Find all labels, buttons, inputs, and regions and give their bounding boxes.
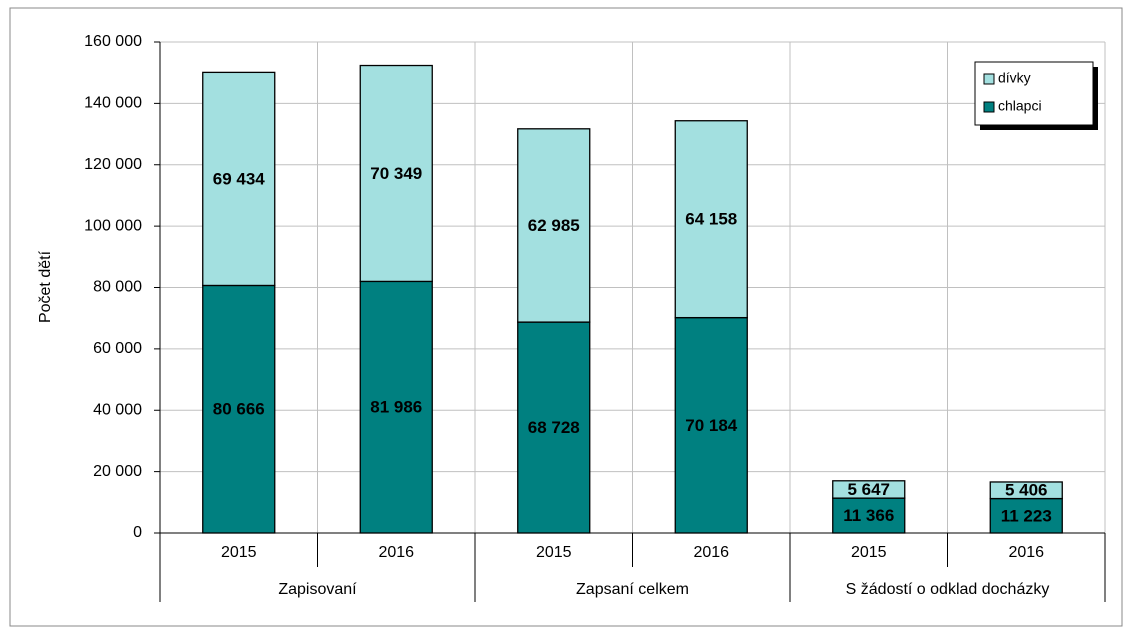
value-label: 62 985 [528, 216, 580, 235]
value-label: 11 366 [843, 506, 894, 525]
y-tick-label: 40 000 [93, 401, 142, 418]
bar-segment [832, 480, 906, 499]
value-label: 69 434 [213, 169, 266, 188]
value-label: 64 158 [685, 210, 737, 229]
y-tick-label: 160 000 [84, 33, 142, 50]
x-tick-label: 2016 [693, 544, 729, 561]
group-label: Zapisovaní [278, 581, 357, 598]
group-label: S žádostí o odklad docházky [846, 581, 1050, 598]
bar-segment [517, 128, 591, 323]
legend-label: dívky [998, 70, 1031, 86]
bar-segment [674, 316, 748, 534]
legend [974, 61, 1094, 126]
legend-swatch [983, 101, 995, 113]
y-tick-label: 100 000 [84, 217, 142, 234]
value-label: 70 184 [685, 416, 738, 435]
value-label: 81 986 [370, 398, 422, 417]
x-tick-label: 2015 [851, 544, 887, 561]
y-tick-label: 120 000 [84, 156, 142, 173]
bar-segment [989, 481, 1063, 500]
x-tick-label: 2015 [221, 544, 257, 561]
legend-swatch [983, 73, 995, 85]
x-tick-label: 2016 [1008, 544, 1044, 561]
y-tick-label: 80 000 [93, 279, 142, 296]
value-label: 5 406 [1005, 481, 1048, 500]
value-label: 70 349 [370, 164, 422, 183]
value-label: 5 647 [847, 480, 890, 499]
bar-segment [989, 497, 1063, 534]
y-tick-label: 20 000 [93, 463, 142, 480]
x-tick-label: 2016 [378, 544, 414, 561]
y-tick-label: 60 000 [93, 340, 142, 357]
y-axis-label: Počet dětí [37, 250, 54, 323]
bar-segment [359, 64, 433, 283]
bar-segment [674, 120, 748, 319]
legend-label: chlapci [998, 98, 1042, 114]
y-tick-label: 0 [133, 524, 142, 541]
x-tick-label: 2015 [536, 544, 572, 561]
value-label: 68 728 [528, 418, 580, 437]
value-label: 80 666 [213, 400, 265, 419]
value-label: 11 223 [1001, 506, 1052, 525]
bar-segment [202, 71, 276, 287]
group-label: Zapsaní celkem [576, 581, 689, 598]
bar-segment [359, 280, 433, 534]
y-tick-label: 140 000 [84, 95, 142, 112]
